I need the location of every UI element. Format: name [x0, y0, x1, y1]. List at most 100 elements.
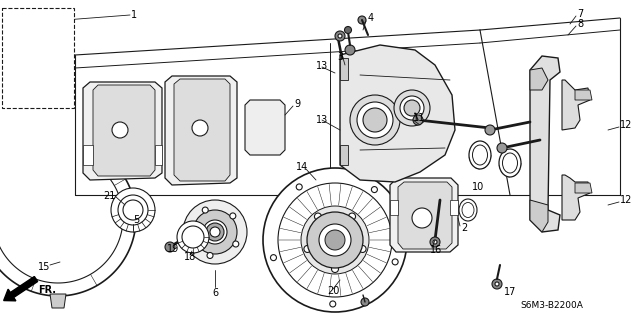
Circle shape [271, 255, 276, 261]
Text: 13: 13 [316, 61, 328, 71]
Text: 4: 4 [368, 13, 374, 23]
Text: 16: 16 [430, 245, 442, 255]
Polygon shape [340, 145, 348, 165]
Circle shape [118, 195, 148, 225]
Circle shape [492, 279, 502, 289]
Circle shape [404, 100, 420, 116]
Text: 2: 2 [461, 223, 467, 233]
Circle shape [304, 245, 311, 252]
Circle shape [357, 102, 393, 138]
Text: 1: 1 [131, 10, 137, 20]
Ellipse shape [472, 145, 488, 165]
Polygon shape [575, 90, 592, 100]
Circle shape [8, 36, 32, 60]
Text: FR.: FR. [38, 285, 56, 295]
Polygon shape [25, 68, 58, 85]
Circle shape [11, 67, 25, 81]
Polygon shape [530, 56, 560, 232]
Circle shape [412, 208, 432, 228]
Circle shape [203, 220, 227, 244]
Polygon shape [530, 200, 548, 232]
Circle shape [210, 227, 220, 237]
Text: 12: 12 [620, 195, 632, 205]
Circle shape [207, 252, 213, 258]
Circle shape [332, 265, 339, 272]
Circle shape [394, 90, 430, 126]
Ellipse shape [459, 199, 477, 221]
Polygon shape [28, 70, 55, 83]
Circle shape [325, 230, 345, 250]
Circle shape [495, 282, 499, 286]
Polygon shape [245, 100, 285, 155]
Circle shape [192, 120, 208, 136]
Circle shape [165, 242, 175, 252]
Circle shape [36, 91, 49, 103]
Polygon shape [340, 45, 455, 182]
Circle shape [182, 226, 204, 248]
Circle shape [301, 206, 369, 274]
Polygon shape [398, 182, 452, 249]
Polygon shape [562, 80, 590, 130]
Polygon shape [50, 294, 66, 308]
Polygon shape [83, 145, 93, 165]
Circle shape [433, 240, 437, 244]
Text: 15: 15 [38, 262, 51, 272]
Circle shape [314, 213, 321, 220]
Circle shape [307, 212, 363, 268]
Polygon shape [83, 82, 162, 180]
FancyArrow shape [4, 277, 38, 301]
Text: S6M3-B2200A: S6M3-B2200A [520, 300, 583, 309]
Circle shape [202, 207, 208, 213]
Circle shape [296, 184, 302, 190]
Text: 18: 18 [184, 252, 196, 262]
Circle shape [15, 20, 22, 27]
Text: 12: 12 [620, 120, 632, 130]
Polygon shape [562, 175, 590, 220]
Circle shape [278, 183, 392, 297]
Ellipse shape [499, 149, 521, 177]
Circle shape [193, 210, 237, 254]
Ellipse shape [502, 153, 518, 173]
Circle shape [112, 122, 128, 138]
Circle shape [12, 18, 24, 30]
Text: 9: 9 [294, 99, 300, 109]
Ellipse shape [462, 203, 474, 218]
Circle shape [233, 241, 239, 247]
Circle shape [338, 34, 342, 38]
Text: 19: 19 [167, 244, 179, 254]
Circle shape [319, 224, 351, 256]
FancyBboxPatch shape [2, 8, 74, 108]
Circle shape [344, 26, 351, 33]
Circle shape [350, 95, 400, 145]
Circle shape [177, 221, 209, 253]
Polygon shape [390, 178, 458, 252]
Circle shape [392, 259, 398, 265]
Ellipse shape [469, 141, 491, 169]
Circle shape [363, 108, 387, 132]
Circle shape [358, 16, 366, 24]
Polygon shape [340, 58, 348, 80]
Circle shape [497, 143, 507, 153]
Circle shape [33, 87, 53, 107]
Circle shape [14, 70, 22, 78]
Text: 8: 8 [577, 19, 583, 29]
Circle shape [335, 31, 345, 41]
Text: 13: 13 [316, 115, 328, 125]
Polygon shape [165, 76, 237, 185]
Circle shape [12, 40, 28, 56]
Circle shape [30, 17, 40, 27]
Text: 7: 7 [577, 9, 583, 19]
Circle shape [33, 19, 38, 25]
Circle shape [15, 91, 29, 103]
Text: 20: 20 [327, 286, 339, 296]
Circle shape [413, 115, 423, 125]
Text: 11: 11 [413, 113, 425, 123]
Circle shape [371, 187, 378, 193]
Circle shape [188, 232, 194, 238]
Text: 3: 3 [337, 52, 343, 62]
Polygon shape [93, 85, 155, 176]
Polygon shape [450, 200, 458, 215]
Polygon shape [575, 183, 592, 193]
Circle shape [183, 200, 247, 264]
Text: 10: 10 [472, 182, 484, 192]
